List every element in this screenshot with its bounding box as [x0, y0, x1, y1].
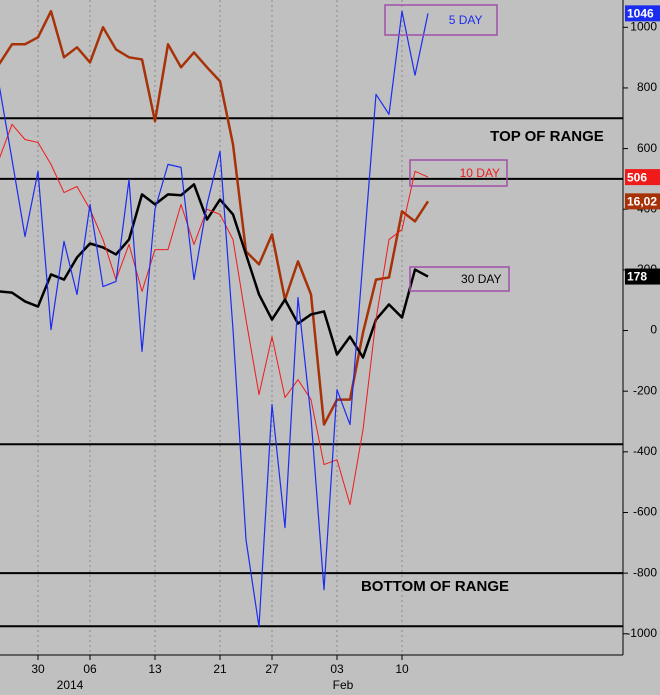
- annotation: BOTTOM OF RANGE: [361, 578, 509, 595]
- x-tick-label: 27: [265, 662, 279, 676]
- x-tick-label: 30: [31, 662, 45, 676]
- y-tick-label: -1000: [626, 626, 657, 640]
- value-tag: [625, 268, 660, 285]
- legend-label: 10 DAY: [460, 166, 500, 180]
- series-line: [0, 123, 429, 506]
- legend-box: [384, 4, 498, 36]
- legend-label: 30 DAY: [461, 272, 501, 286]
- x-tick-label: 10: [395, 662, 409, 676]
- grid: [37, 0, 403, 655]
- x-tick-label: Feb: [333, 678, 354, 692]
- y-tick-label: 1000: [630, 19, 657, 33]
- x-tick-label: 2014: [57, 678, 84, 692]
- y-tick-label: -600: [633, 505, 657, 519]
- x-tick-label: 21: [213, 662, 227, 676]
- y-tick-label: -400: [633, 444, 657, 458]
- value-tag-label: 178: [627, 270, 647, 284]
- value-tag-label: 506: [627, 170, 647, 184]
- y-tick-label: 600: [637, 141, 657, 155]
- y-tick-label: 800: [637, 80, 657, 94]
- series-line: [0, 9, 430, 426]
- annotation: TOP OF RANGE: [490, 128, 604, 145]
- value-tag-label: 1046: [627, 7, 654, 21]
- x-tick-label: 13: [148, 662, 162, 676]
- legend-label: 5 DAY: [449, 13, 483, 27]
- legend-box: [409, 266, 510, 292]
- y-tick-label: -800: [633, 565, 657, 579]
- y-tick-label: -200: [633, 383, 657, 397]
- x-tick-label: 06: [83, 662, 97, 676]
- value-tag-label: 16,02: [627, 195, 657, 209]
- value-tag: [625, 169, 660, 186]
- value-tag: [625, 5, 660, 22]
- y-tick-label: 0: [650, 323, 657, 337]
- series-line: [0, 10, 429, 628]
- value-tag: [625, 193, 660, 210]
- x-tick-label: 03: [330, 662, 344, 676]
- legend-box: [409, 159, 508, 187]
